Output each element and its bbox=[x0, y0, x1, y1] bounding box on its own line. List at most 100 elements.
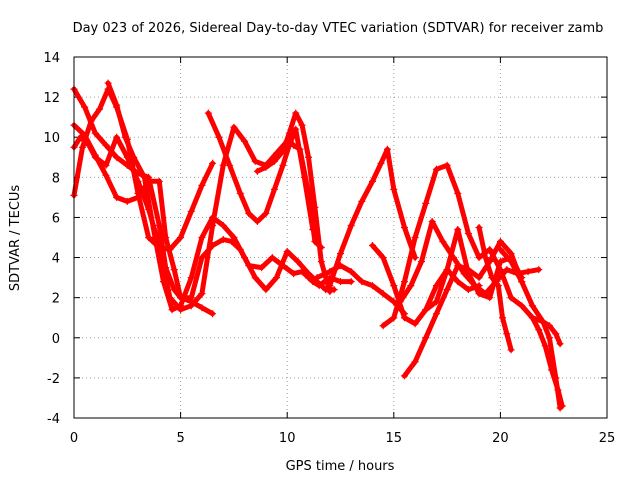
data-point bbox=[475, 290, 483, 298]
series-trace bbox=[529, 315, 565, 409]
data-point bbox=[198, 304, 206, 312]
data-point bbox=[464, 229, 472, 237]
data-point bbox=[209, 159, 217, 167]
data-point bbox=[285, 129, 293, 137]
data-point bbox=[294, 258, 302, 266]
data-point bbox=[418, 258, 426, 266]
data-point bbox=[253, 167, 261, 175]
data-point bbox=[464, 270, 472, 278]
tick-labels: 0 5 10 15 20 25 -4 -2 0 2 4 6 8 10 12 14 bbox=[43, 51, 615, 446]
data-point bbox=[187, 207, 195, 215]
data-point bbox=[151, 234, 159, 241]
data-point bbox=[241, 137, 249, 145]
x-tick-label: 20 bbox=[492, 431, 509, 446]
x-tick-label: 25 bbox=[599, 431, 616, 446]
x-tick-label: 0 bbox=[70, 431, 78, 446]
data-point bbox=[96, 105, 104, 113]
x-axis-label: GPS time / hours bbox=[286, 459, 395, 474]
data-point bbox=[251, 274, 259, 282]
data-point bbox=[300, 173, 308, 181]
data-point bbox=[76, 133, 84, 141]
data-point bbox=[166, 246, 174, 254]
data-point bbox=[79, 143, 87, 151]
data-point bbox=[298, 121, 306, 129]
series-track-15 bbox=[475, 223, 515, 354]
data-point bbox=[411, 358, 419, 366]
data-point bbox=[518, 302, 526, 310]
data-point bbox=[326, 288, 334, 296]
data-point bbox=[236, 189, 244, 197]
series-trace bbox=[327, 146, 418, 289]
data-point bbox=[464, 286, 472, 294]
data-point bbox=[400, 223, 408, 231]
series-track-7 bbox=[253, 109, 334, 296]
data-point bbox=[177, 302, 185, 310]
data-point bbox=[528, 302, 536, 310]
series-trace bbox=[71, 122, 354, 301]
data-point bbox=[432, 298, 440, 306]
data-point bbox=[198, 290, 206, 298]
data-point bbox=[496, 238, 504, 246]
x-tick-label: 15 bbox=[386, 431, 403, 446]
data-point bbox=[311, 203, 319, 211]
data-point bbox=[503, 330, 511, 338]
plot-frame bbox=[73, 56, 608, 419]
data-point bbox=[443, 161, 451, 169]
data-point bbox=[422, 334, 430, 342]
data-point bbox=[475, 274, 483, 282]
data-point bbox=[155, 177, 163, 185]
data-point bbox=[268, 254, 276, 262]
data-point bbox=[545, 334, 553, 342]
data-point bbox=[486, 294, 494, 302]
data-point bbox=[400, 278, 408, 286]
data-point bbox=[87, 117, 95, 125]
data-point bbox=[541, 342, 549, 350]
data-point bbox=[539, 318, 547, 326]
data-point bbox=[209, 213, 217, 221]
data-point bbox=[475, 254, 483, 262]
data-point bbox=[400, 372, 408, 380]
data-point bbox=[121, 133, 129, 141]
data-point bbox=[279, 147, 287, 155]
data-point bbox=[494, 282, 502, 290]
data-point bbox=[422, 306, 430, 314]
data-point bbox=[337, 250, 344, 258]
y-axis-label: SDTVAR / TECUs bbox=[8, 185, 23, 292]
data-point bbox=[187, 302, 195, 310]
data-point bbox=[454, 225, 462, 233]
data-point bbox=[262, 286, 270, 294]
data-point bbox=[102, 141, 110, 149]
data-point bbox=[134, 189, 142, 197]
y-tick-label: 14 bbox=[43, 51, 60, 66]
y-tick-label: 10 bbox=[43, 131, 60, 146]
data-point bbox=[279, 161, 287, 169]
data-point bbox=[379, 322, 387, 330]
data-point bbox=[91, 153, 99, 161]
data-point bbox=[556, 340, 564, 348]
data-point bbox=[140, 173, 148, 181]
data-point bbox=[198, 234, 206, 241]
data-point bbox=[432, 310, 440, 318]
data-point bbox=[209, 310, 217, 318]
data-point bbox=[368, 177, 376, 185]
data-point bbox=[411, 234, 419, 241]
data-point bbox=[347, 221, 355, 229]
data-point bbox=[554, 386, 562, 394]
data-point bbox=[439, 238, 447, 246]
data-point bbox=[488, 274, 496, 282]
data-point bbox=[432, 282, 440, 290]
data-point bbox=[368, 282, 376, 290]
y-tick-label: 4 bbox=[52, 252, 60, 267]
data-point bbox=[215, 133, 223, 141]
data-point bbox=[454, 189, 462, 197]
series-trace bbox=[105, 80, 337, 313]
data-point bbox=[113, 133, 121, 141]
data-point bbox=[390, 314, 398, 322]
data-point bbox=[283, 248, 291, 256]
data-point bbox=[443, 286, 451, 294]
data-point bbox=[219, 221, 227, 229]
data-point bbox=[91, 129, 99, 137]
data-point bbox=[407, 282, 415, 290]
series-track-4 bbox=[70, 85, 217, 254]
